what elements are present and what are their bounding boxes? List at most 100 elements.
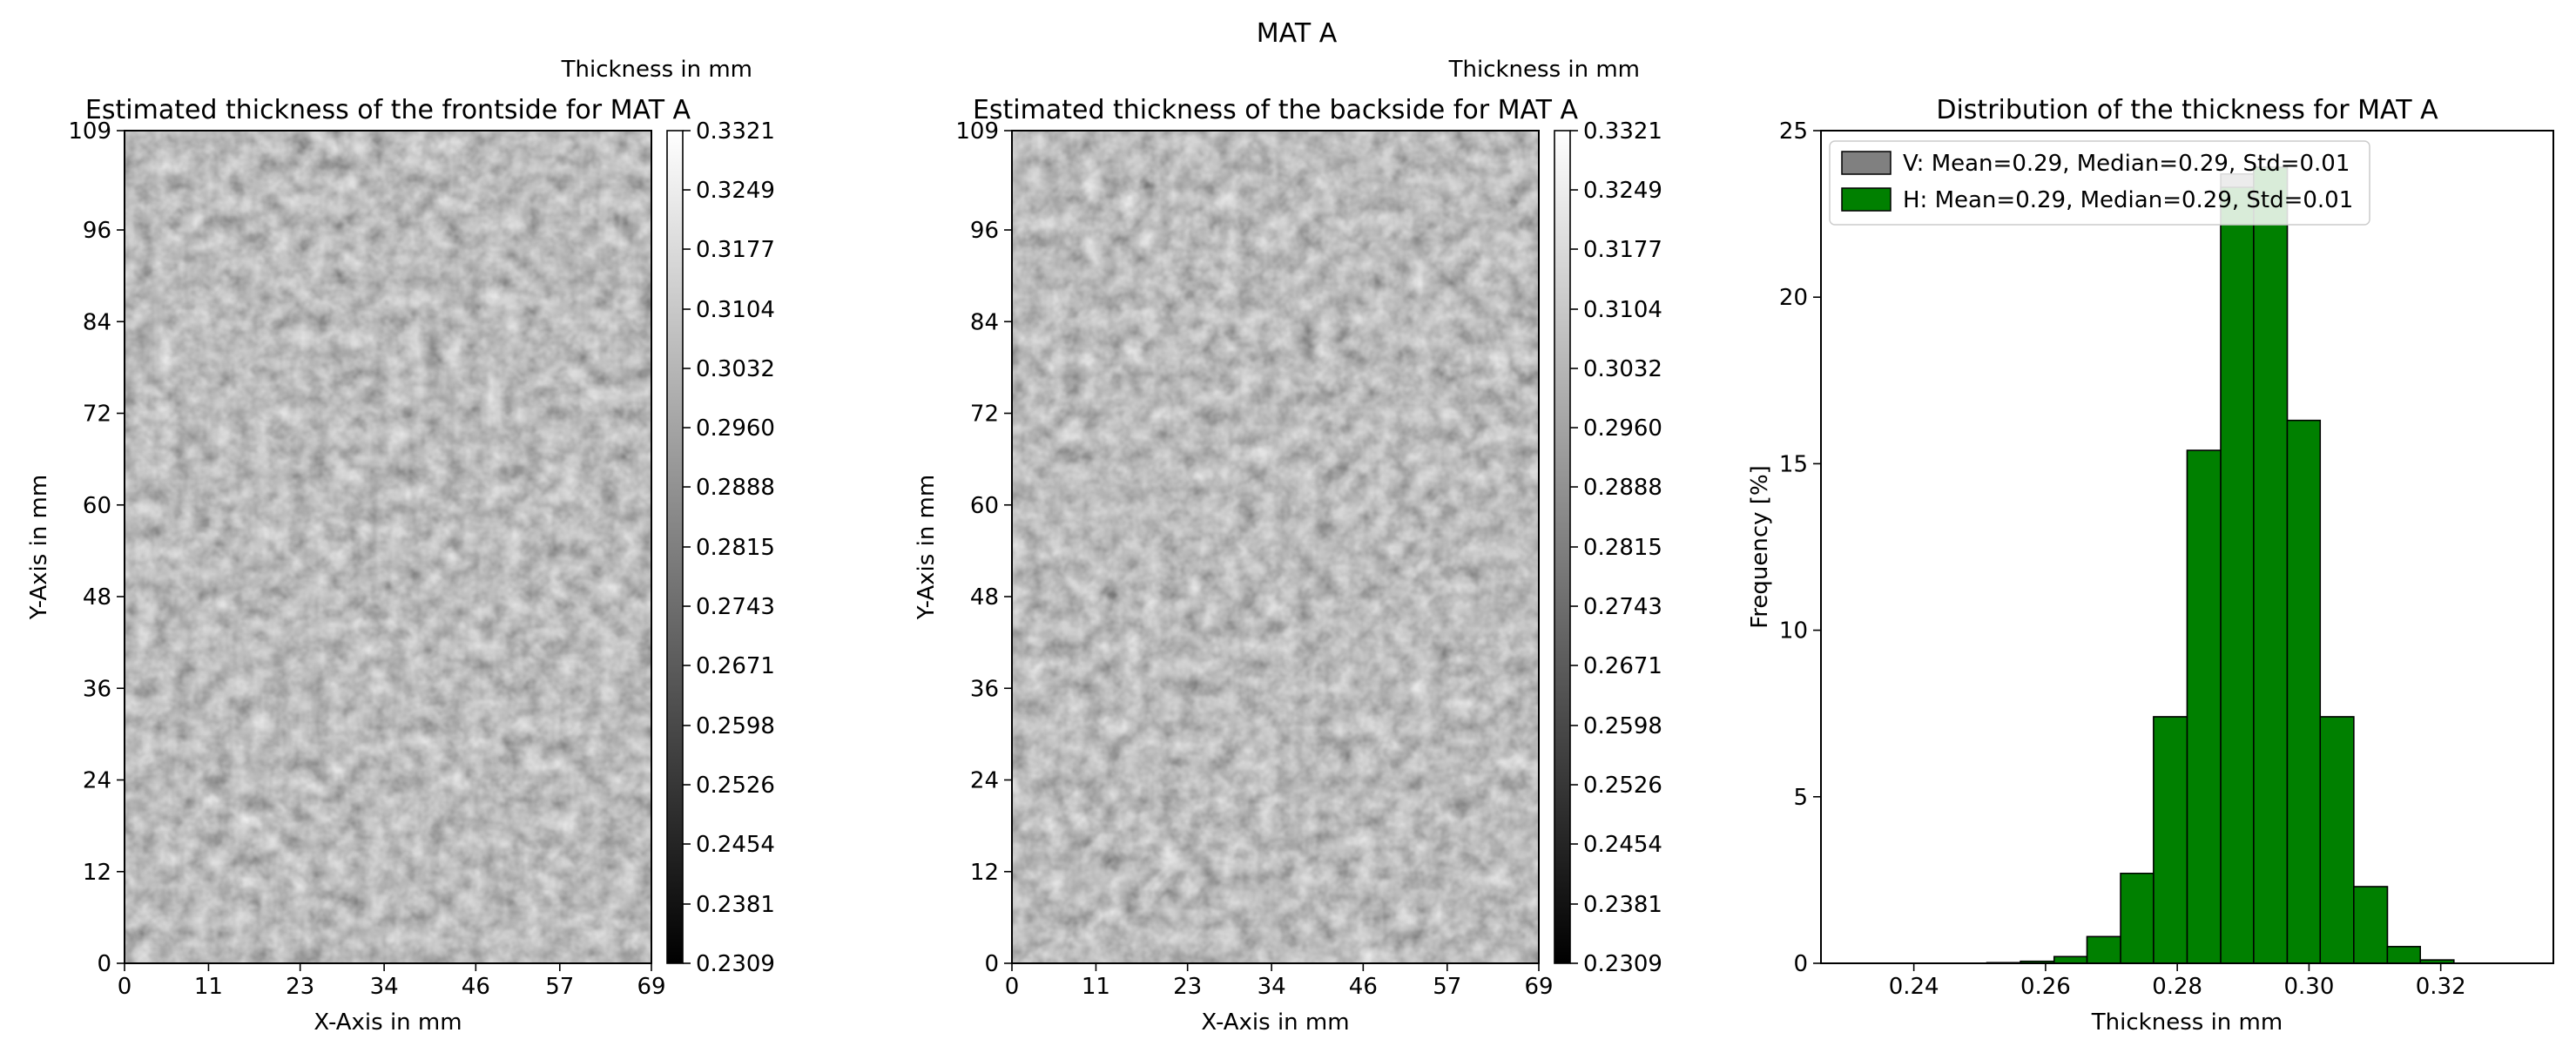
colorbar-tick-label: 0.3249 xyxy=(696,178,775,204)
colorbar-tick-label: 0.3032 xyxy=(1583,356,1662,382)
y-tick-label: 84 xyxy=(83,309,111,335)
legend-swatch-v xyxy=(1841,151,1892,175)
colorbar-tick-label: 0.3177 xyxy=(1583,237,1662,263)
colorbar-tick-label: 0.2888 xyxy=(1583,475,1662,501)
colorbar-tick-label: 0.2526 xyxy=(1583,773,1662,799)
colorbar-tick-label: 0.2960 xyxy=(1583,415,1662,442)
y-tick-label: 25 xyxy=(1779,118,1808,145)
y-tick-label: 12 xyxy=(970,860,999,886)
colorbar-label: Thickness in mm xyxy=(561,57,752,83)
heatmap-title: Estimated thickness of the frontside for… xyxy=(85,95,691,125)
figure-suptitle: MAT A xyxy=(1257,18,1338,49)
x-tick-label: 0.28 xyxy=(2152,974,2202,1000)
x-tick-label: 34 xyxy=(370,974,399,1000)
y-tick-label: 48 xyxy=(970,584,999,611)
heatmap-frame xyxy=(1011,130,1540,964)
y-tick-label: 24 xyxy=(970,768,999,794)
y-tick-label: 24 xyxy=(83,768,111,794)
y-tick-label: 84 xyxy=(970,309,999,335)
legend-label: V: Mean=0.29, Median=0.29, Std=0.01 xyxy=(1903,151,2350,177)
y-tick-label: 0 xyxy=(1793,951,1808,977)
y-tick-label: 96 xyxy=(83,218,111,244)
colorbar xyxy=(1554,130,1571,964)
heatmap-title: Estimated thickness of the backside for … xyxy=(973,95,1579,125)
y-tick-label: 5 xyxy=(1793,785,1808,811)
x-tick-label: 34 xyxy=(1258,974,1286,1000)
legend-box xyxy=(1829,140,2370,226)
histogram-bar-h xyxy=(2120,873,2155,964)
y-tick-label: 12 xyxy=(83,860,111,886)
y-tick-label: 0 xyxy=(97,951,111,977)
legend: V: Mean=0.29, Median=0.29, Std=0.01 H: Me… xyxy=(1829,140,2370,226)
colorbar-tick-label: 0.3249 xyxy=(1583,178,1662,204)
y-tick-label: 10 xyxy=(1779,618,1808,645)
colorbar-tick-label: 0.3104 xyxy=(696,297,775,323)
colorbar-tick-label: 0.3032 xyxy=(696,356,775,382)
histogram-bar-h xyxy=(2053,955,2088,964)
x-axis-label: X-Axis in mm xyxy=(314,1009,462,1036)
x-tick-label: 69 xyxy=(1524,974,1553,1000)
y-tick-label: 60 xyxy=(970,493,999,519)
x-axis-label: Thickness in mm xyxy=(2091,1009,2283,1036)
x-tick-label: 57 xyxy=(545,974,574,1000)
x-tick-label: 57 xyxy=(1433,974,1461,1000)
x-tick-label: 11 xyxy=(1082,974,1110,1000)
x-tick-label: 0 xyxy=(1005,974,1020,1000)
colorbar-tick-label: 0.2960 xyxy=(696,415,775,442)
x-tick-label: 0.24 xyxy=(1889,974,1939,1000)
colorbar-tick-label: 0.2815 xyxy=(696,535,775,561)
x-tick-label: 23 xyxy=(286,974,314,1000)
histogram-bar-h xyxy=(2253,166,2289,964)
histogram-bar-h xyxy=(2186,449,2222,964)
legend-label: H: Mean=0.29, Median=0.29, Std=0.01 xyxy=(1903,187,2353,213)
y-axis-label: Y-Axis in mm xyxy=(914,475,940,620)
x-tick-label: 46 xyxy=(1349,974,1378,1000)
colorbar-tick-label: 0.2598 xyxy=(696,713,775,739)
colorbar-tick-label: 0.2743 xyxy=(1583,594,1662,620)
y-tick-label: 36 xyxy=(970,676,999,702)
colorbar-tick-label: 0.2454 xyxy=(1583,832,1662,858)
x-axis-label: X-Axis in mm xyxy=(1201,1009,1349,1036)
colorbar-tick-label: 0.2526 xyxy=(696,773,775,799)
colorbar-tick-label: 0.2743 xyxy=(696,594,775,620)
histogram-bar-h xyxy=(2353,886,2389,964)
backside-heatmap-panel: Estimated thickness of the backside for … xyxy=(914,57,1662,1036)
x-tick-label: 69 xyxy=(637,974,665,1000)
y-tick-label: 48 xyxy=(83,584,111,611)
y-tick-label: 96 xyxy=(970,218,999,244)
colorbar-tick-label: 0.3321 xyxy=(1583,118,1662,145)
x-tick-label: 0.30 xyxy=(2283,974,2334,1000)
colorbar-tick-label: 0.2381 xyxy=(1583,892,1662,918)
heatmap-image xyxy=(125,131,651,963)
heatmap-image xyxy=(1012,131,1539,963)
heatmap-frame xyxy=(124,130,652,964)
colorbar-tick-label: 0.2671 xyxy=(696,653,775,679)
thickness-histogram-panel: Distribution of the thickness for MAT A 0… xyxy=(1747,95,2554,1036)
y-tick-label: 109 xyxy=(955,118,999,145)
y-tick-label: 20 xyxy=(1779,285,1808,311)
colorbar-tick-label: 0.2454 xyxy=(696,832,775,858)
y-tick-label: 15 xyxy=(1779,451,1808,477)
colorbar-label: Thickness in mm xyxy=(1448,57,1640,83)
colorbar-tick-label: 0.2671 xyxy=(1583,653,1662,679)
y-axis-label: Frequency [%] xyxy=(1747,465,1773,629)
x-tick-label: 0.26 xyxy=(2020,974,2071,1000)
x-tick-label: 46 xyxy=(462,974,490,1000)
histogram-bar-h xyxy=(2086,935,2121,964)
colorbar-tick-label: 0.3321 xyxy=(696,118,775,145)
y-tick-label: 72 xyxy=(970,402,999,428)
x-tick-label: 11 xyxy=(194,974,223,1000)
frontside-heatmap-panel: Estimated thickness of the frontside for… xyxy=(26,57,775,1036)
legend-swatch-h xyxy=(1841,187,1892,212)
plot-frame xyxy=(1820,130,2554,964)
x-tick-label: 0.32 xyxy=(2416,974,2466,1000)
y-tick-label: 60 xyxy=(83,493,111,519)
colorbar xyxy=(666,130,684,964)
y-tick-label: 72 xyxy=(83,402,111,428)
histogram-bar-h xyxy=(2319,716,2355,964)
colorbar-tick-label: 0.2598 xyxy=(1583,713,1662,739)
y-tick-label: 109 xyxy=(68,118,111,145)
colorbar-tick-label: 0.3177 xyxy=(696,237,775,263)
y-tick-label: 36 xyxy=(83,676,111,702)
